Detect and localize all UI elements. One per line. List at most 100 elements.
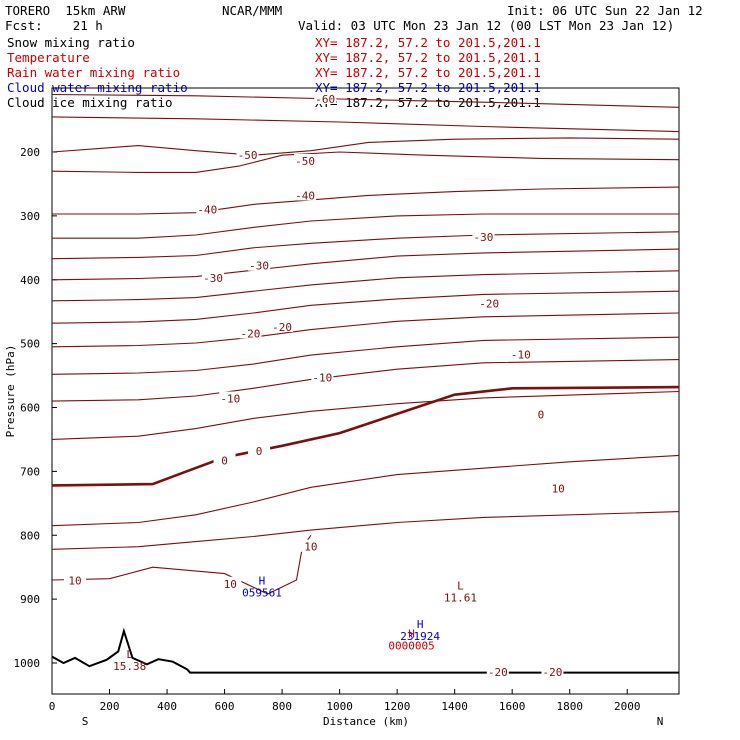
isotherm-line (52, 213, 679, 239)
contour-label: -50 (238, 149, 258, 162)
valid-time: Valid: 03 UTC Mon 23 Jan 12 (00 LST Mon … (298, 18, 675, 33)
x-tick-label: 1200 (384, 700, 411, 713)
contour-label-bg (196, 202, 219, 215)
contour-label: 0 (256, 445, 263, 458)
extremum-letter: H (259, 574, 266, 587)
isotherm-line (51, 290, 680, 324)
contour-label-bg (64, 573, 87, 586)
contour-label: 10 (552, 483, 565, 496)
extremum-value: 0000005 (388, 639, 434, 652)
field-xy-rain: XY= 187.2, 57.2 to 201.5,201.1 (315, 65, 541, 80)
contour-label: 10 (304, 541, 317, 554)
contour-label-bg (219, 576, 242, 589)
contour-label-bg (472, 229, 495, 242)
terrain-line (51, 627, 679, 674)
contour-label-bg (478, 296, 501, 309)
y-axis-title: Pressure (hPa) (4, 345, 17, 438)
extremum-letter: L (126, 648, 133, 661)
contour-labels: -60 -50 -50 -40 -40 -30 -30 -30 -20 -20 -20 -10 -10 -… (64, 91, 570, 679)
isotherm-contours (51, 93, 680, 595)
isotherm-line (51, 116, 680, 133)
isotherm-line (51, 151, 680, 173)
field-name-temperature: Temperature (7, 50, 90, 65)
isotherm-line (51, 312, 680, 348)
field-xy-temperature: XY= 187.2, 57.2 to 201.5,201.1 (315, 50, 541, 65)
x-axis-title: Distance (km) (323, 715, 409, 728)
extremum-value: 11.61 (444, 592, 477, 605)
isotherm-zero-line (51, 385, 680, 487)
contour-label-bg (248, 443, 271, 456)
extremum-value: 059561 (242, 586, 282, 599)
y-tick-label: 900 (20, 593, 40, 606)
contour-label-bg (294, 153, 317, 166)
x-tick-label: 1000 (326, 700, 353, 713)
y-tick-label: 600 (20, 402, 40, 415)
field-xy-snow: XY= 187.2, 57.2 to 201.5,201.1 (315, 35, 541, 50)
isotherm-line (51, 359, 680, 402)
contour-label-bg (299, 539, 322, 552)
y-tick-label: 300 (20, 210, 40, 223)
y-tick-label: 500 (20, 338, 40, 351)
contour-label: -10 (220, 393, 240, 406)
plot-frame (51, 87, 680, 695)
contour-label: -60 (315, 93, 335, 106)
isotherm-line (52, 186, 680, 215)
x-tick-label: 2000 (614, 700, 641, 713)
contour-label-bg (509, 347, 532, 360)
y-tick-label: 1000 (14, 657, 41, 670)
isotherm-line (51, 336, 680, 375)
contour-label: -10 (511, 348, 531, 361)
x-axis-ticks: 0 200 400 600 800 1000 1200 1400 1600 1800 2000 (49, 689, 641, 713)
contour-label: -40 (197, 203, 217, 216)
contour-label-bg (529, 407, 552, 420)
contour-label: 10 (68, 575, 81, 588)
contour-label: -20 (488, 666, 508, 679)
isotherm-line (51, 248, 680, 281)
contour-label-bg (547, 481, 570, 494)
x-tick-label: 400 (157, 700, 177, 713)
contour-label: -20 (479, 297, 499, 310)
forecast-hour: Fcst: 21 h (5, 18, 103, 33)
isotherm-line (51, 270, 680, 302)
contour-label: -30 (473, 231, 493, 244)
x-axis-right-label: N (657, 715, 664, 728)
contour-label: -10 (312, 371, 332, 384)
contour-label-bg (248, 258, 271, 271)
init-time: Init: 06 UTC Sun 22 Jan 12 (507, 3, 703, 18)
isotherm-line (51, 93, 680, 108)
x-tick-label: 600 (215, 700, 235, 713)
contour-label-bg (294, 188, 317, 201)
contour-label: -50 (295, 155, 315, 168)
extremum-value: 231924 (400, 630, 440, 643)
extremum-letter: H (417, 618, 424, 631)
contour-label-bg (219, 391, 242, 404)
contour-label-bg (239, 326, 262, 339)
field-name-cloud-ice: Cloud ice mixing ratio (7, 95, 173, 110)
extremum-letter: H (408, 627, 415, 640)
y-tick-label: 800 (20, 529, 40, 542)
contour-label: -20 (241, 327, 261, 340)
contour-label: -20 (543, 666, 563, 679)
contour-label: -40 (295, 189, 315, 202)
y-tick-label: 400 (20, 274, 40, 287)
contour-label-bg (202, 270, 225, 283)
x-tick-label: 1800 (556, 700, 583, 713)
contour-label: -20 (272, 321, 292, 334)
x-tick-label: 800 (272, 700, 292, 713)
contour-label: 0 (221, 455, 228, 468)
isotherm-line (51, 511, 680, 550)
extremum-letter: L (457, 580, 464, 593)
contour-label-bg (236, 148, 259, 161)
isotherm-line (51, 390, 680, 440)
isotherm-line (51, 534, 312, 595)
contour-label-bg (311, 370, 334, 383)
contour-label: -30 (249, 260, 269, 273)
field-name-snow: Snow mixing ratio (7, 35, 135, 50)
model-title: TORERO 15km ARW (5, 3, 126, 18)
center-name: NCAR/MMM (222, 3, 283, 18)
contour-label-bg (271, 320, 294, 333)
contour-label-bg (541, 664, 564, 677)
isotherm-line (51, 231, 680, 260)
